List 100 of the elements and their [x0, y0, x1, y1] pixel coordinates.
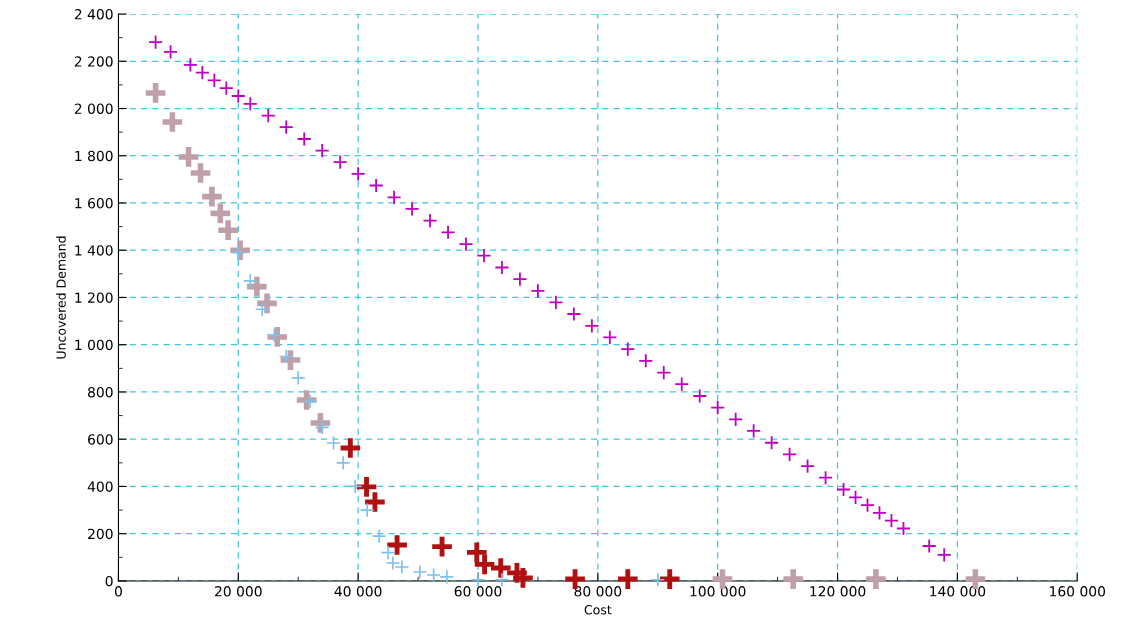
point: [548, 294, 564, 310]
x-tick-label: 20 000: [215, 586, 262, 597]
point: [426, 567, 442, 583]
point: [584, 318, 600, 334]
point: [362, 489, 388, 515]
point: [296, 131, 312, 147]
point: [230, 88, 246, 104]
point: [359, 502, 375, 518]
y-tick-label: 600: [88, 434, 113, 445]
point: [218, 80, 234, 96]
point: [472, 552, 497, 577]
x-tick-label: 140 000: [930, 586, 986, 597]
point: [314, 419, 330, 435]
point: [227, 237, 253, 263]
point: [936, 547, 952, 563]
point: [512, 271, 528, 287]
point: [746, 423, 762, 439]
point: [404, 201, 420, 217]
point: [278, 119, 294, 135]
point: [782, 446, 798, 462]
point: [674, 376, 690, 392]
y-tick-label: 1 000: [75, 339, 113, 351]
point: [883, 513, 899, 529]
point: [335, 455, 351, 471]
point: [620, 341, 636, 357]
point: [510, 565, 536, 591]
point: [332, 154, 348, 170]
point: [290, 370, 306, 386]
point: [836, 482, 852, 498]
point: [728, 411, 744, 427]
point: [371, 528, 387, 544]
point: [650, 572, 666, 588]
x-axis-title: Cost: [584, 605, 612, 615]
point: [206, 72, 222, 88]
point: [780, 566, 806, 592]
point: [278, 349, 294, 364]
x-tick-label: 0: [114, 586, 122, 597]
point: [921, 538, 937, 554]
point: [264, 324, 290, 350]
point: [326, 435, 341, 451]
point: [314, 143, 330, 159]
point: [860, 497, 875, 513]
point: [350, 166, 366, 182]
point: [242, 96, 258, 112]
y-tick-label: 2 000: [74, 103, 113, 114]
point: [302, 393, 318, 409]
point: [242, 273, 258, 289]
point: [422, 213, 438, 229]
y-tick-label: 200: [88, 528, 113, 540]
point: [215, 217, 241, 243]
point: [163, 44, 179, 60]
point: [439, 569, 455, 585]
point: [412, 564, 428, 580]
x-tick-label: 40 000: [334, 586, 382, 597]
point: [464, 540, 490, 565]
y-tick-label: 1 600: [75, 197, 113, 209]
point: [182, 57, 198, 73]
y-tick-label: 2 400: [74, 8, 113, 20]
point: [602, 329, 618, 345]
point: [458, 236, 474, 252]
point: [494, 259, 510, 275]
point: [338, 435, 363, 461]
point: [657, 566, 682, 592]
point: [347, 479, 363, 494]
point: [818, 470, 834, 486]
y-tick-label: 1 200: [75, 292, 113, 303]
y-tick-label: 1 800: [75, 150, 113, 162]
point: [566, 306, 582, 322]
point: [230, 245, 246, 261]
point: [494, 572, 510, 588]
x-tick-label: 160 000: [1050, 586, 1106, 597]
y-tick-label: 1 400: [75, 245, 113, 256]
point: [266, 327, 282, 343]
point: [260, 108, 276, 124]
y-axis-title: Uncovered Demand: [56, 236, 66, 359]
point: [800, 458, 816, 474]
y-tick-label: 800: [88, 386, 113, 398]
point: [385, 555, 401, 571]
y-tick-label: 0: [105, 575, 113, 587]
point: [638, 353, 654, 369]
y-tick-label: 2 200: [74, 56, 113, 67]
y-tick-label: 400: [87, 481, 113, 492]
point: [194, 65, 210, 81]
point: [764, 435, 780, 451]
point: [384, 532, 410, 558]
point: [429, 534, 455, 559]
point: [386, 189, 402, 205]
point: [476, 248, 492, 264]
x-tick-label: 120 000: [810, 586, 866, 597]
point: [530, 283, 546, 299]
point: [656, 365, 672, 381]
point: [440, 224, 456, 240]
point: [380, 545, 396, 561]
point: [848, 489, 864, 505]
point: [710, 400, 726, 416]
point: [254, 301, 270, 317]
point: [895, 521, 911, 536]
point: [470, 572, 486, 588]
point: [504, 560, 530, 586]
point: [148, 34, 164, 50]
